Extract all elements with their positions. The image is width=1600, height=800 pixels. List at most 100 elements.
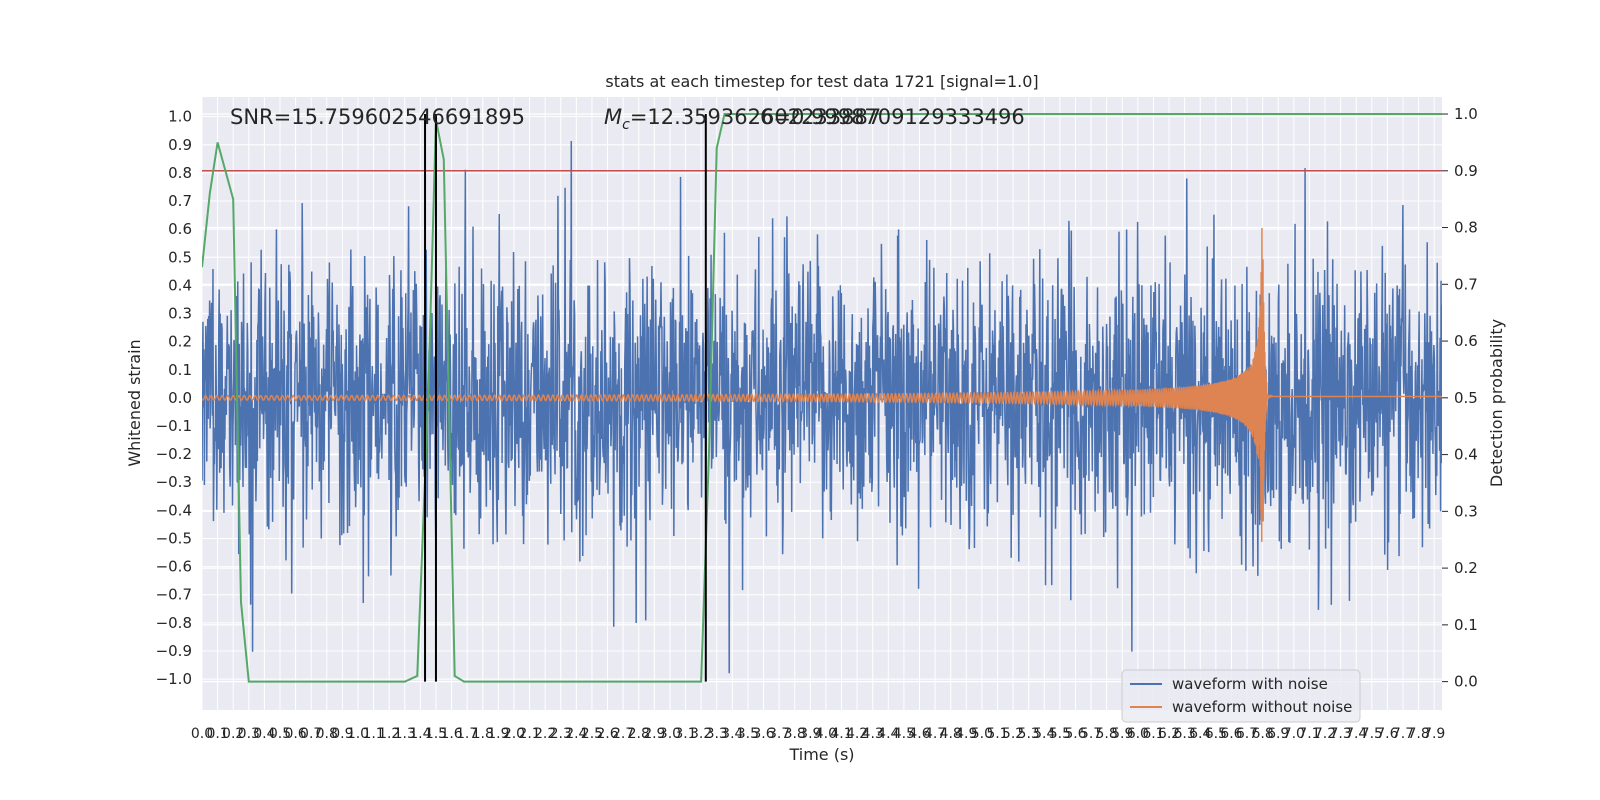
x-tick-label: 3.4 <box>721 726 743 742</box>
y-right-tick-label: 0.5 <box>1454 389 1478 407</box>
x-tick-label: 3.0 <box>659 726 681 742</box>
x-tick-label: 7.0 <box>1283 726 1305 742</box>
x-tick-label: 0.7 <box>300 726 322 742</box>
x-tick-label: 4.7 <box>924 726 946 742</box>
x-tick-label: 2.3 <box>550 726 572 742</box>
x-tick-label: 4.2 <box>846 726 868 742</box>
chart-title: stats at each timestep for test data 172… <box>605 72 1038 91</box>
y-axis-right-ticks: 1.0 0.9 0.8 0.7 0.6 0.5 0.4 0.3 0.2 0.1 0.0 <box>1442 105 1478 691</box>
x-tick-label: 4.5 <box>893 726 915 742</box>
x-tick-label: 5.3 <box>1018 726 1040 742</box>
plot-series <box>202 113 1442 683</box>
x-tick-label: 6.6 <box>1220 726 1242 742</box>
legend: waveform with noise waveform without noi… <box>1121 669 1361 723</box>
legend-label-clean: waveform without noise <box>1172 698 1352 716</box>
y-left-tick-label: −0.4 <box>156 501 192 519</box>
x-tick-label: 3.6 <box>752 726 774 742</box>
y-right-tick-label: 0.3 <box>1454 502 1478 520</box>
x-tick-label: 4.0 <box>815 726 837 742</box>
x-tick-label: 0.4 <box>253 726 275 742</box>
x-tick-label: 5.7 <box>1080 726 1102 742</box>
x-tick-label: 4.3 <box>862 726 884 742</box>
y-left-tick-label: 0.1 <box>168 361 192 379</box>
x-tick-label: 6.3 <box>1174 726 1196 742</box>
y-right-tick-label: 0.9 <box>1454 162 1478 180</box>
x-tick-label: 5.9 <box>1111 726 1133 742</box>
y-right-tick-label: 0.8 <box>1454 219 1478 237</box>
y-left-tick-label: −0.1 <box>156 417 192 435</box>
y-right-tick-label: 0.7 <box>1454 275 1478 293</box>
series-line-probability <box>202 113 1442 683</box>
y-left-tick-label: −0.3 <box>156 473 192 491</box>
x-tick-label: 1.8 <box>472 726 494 742</box>
x-tick-label: 5.6 <box>1064 726 1086 742</box>
x-tick-label: 1.6 <box>440 726 462 742</box>
plot-area <box>202 113 1442 683</box>
y-right-tick-label: 0.0 <box>1454 673 1478 691</box>
x-tick-label: 3.3 <box>706 726 728 742</box>
chirp-mass-subscript: c <box>622 117 630 133</box>
y-left-tick-label: 0.9 <box>168 136 192 154</box>
x-tick-label: 4.4 <box>877 726 899 742</box>
y-left-tick-label: −0.7 <box>156 586 192 604</box>
x-tick-label: 7.7 <box>1392 726 1414 742</box>
x-tick-label: 3.9 <box>799 726 821 742</box>
x-tick-label: 7.6 <box>1376 726 1398 742</box>
x-tick-label: 0.9 <box>331 726 353 742</box>
x-tick-label: 6.2 <box>1158 726 1180 742</box>
x-tick-label: 1.3 <box>394 726 416 742</box>
x-tick-label: 1.0 <box>347 726 369 742</box>
x-tick-label: 5.8 <box>1096 726 1118 742</box>
x-tick-label: 1.2 <box>378 726 400 742</box>
x-tick-label: 5.4 <box>1033 726 1055 742</box>
x-tick-label: 1.4 <box>409 726 431 742</box>
chirp-mass-annotation: Mc=12.359362602233887 <box>604 105 881 133</box>
y-axis-left-title: Whitened strain <box>125 339 144 466</box>
x-axis-title: Time (s) <box>788 745 854 764</box>
x-tick-label: 6.9 <box>1267 726 1289 742</box>
y-left-tick-label: −0.8 <box>156 614 192 632</box>
x-tick-label: 4.6 <box>908 726 930 742</box>
y-left-tick-label: 0.7 <box>168 192 192 210</box>
series-line-clean <box>202 228 1442 542</box>
x-tick-label: 4.9 <box>955 726 977 742</box>
x-tick-label: 2.9 <box>643 726 665 742</box>
y-left-tick-label: −0.2 <box>156 445 192 463</box>
snr-annotation: SNR=15.759602546691895 <box>230 105 525 129</box>
x-tick-label: 1.7 <box>456 726 478 742</box>
y-left-tick-label: 0.4 <box>168 276 192 294</box>
y-left-tick-label: −0.5 <box>156 529 192 547</box>
x-tick-label: 6.1 <box>1142 726 1164 742</box>
chirp-mass-symbol: M <box>604 105 622 129</box>
x-tick-label: 7.1 <box>1298 726 1320 742</box>
y-right-tick-label: 1.0 <box>1454 105 1478 123</box>
y-left-tick-label: 0.8 <box>168 164 192 182</box>
x-tick-label: 7.2 <box>1314 726 1336 742</box>
x-tick-label: 2.5 <box>581 726 603 742</box>
x-tick-label: 4.1 <box>830 726 852 742</box>
x-tick-label: 0.8 <box>316 726 338 742</box>
y-left-tick-label: 0.2 <box>168 333 192 351</box>
y-left-tick-label: 0.3 <box>168 305 192 323</box>
y-axis-left-ticks: 1.0 0.9 0.8 0.7 0.6 0.5 0.4 0.3 0.2 0.1 0.0 −0.1 −0.… <box>156 108 192 688</box>
x-tick-label: 5.5 <box>1049 726 1071 742</box>
x-tick-label: 2.6 <box>596 726 618 742</box>
legend-box <box>1121 669 1361 723</box>
x-tick-label: 2.0 <box>503 726 525 742</box>
x-tick-label: 7.5 <box>1361 726 1383 742</box>
x-tick-label: 3.5 <box>737 726 759 742</box>
x-tick-label: 0.1 <box>206 726 228 742</box>
x-tick-label: 6.7 <box>1236 726 1258 742</box>
series-line-noisy <box>202 140 1442 674</box>
y-left-tick-label: 0.0 <box>168 389 192 407</box>
overlap-annotation: 6=0.9998709129333496 <box>760 105 1025 129</box>
chirp-mass-value: =12.359362602233887 <box>630 105 881 129</box>
x-tick-label: 2.8 <box>628 726 650 742</box>
y-left-tick-label: 0.6 <box>168 220 192 238</box>
x-tick-label: 5.2 <box>1002 726 1024 742</box>
y-right-tick-label: 0.4 <box>1454 446 1478 464</box>
x-tick-label: 6.5 <box>1205 726 1227 742</box>
y-right-tick-label: 0.6 <box>1454 332 1478 350</box>
y-left-tick-label: 0.5 <box>168 248 192 266</box>
